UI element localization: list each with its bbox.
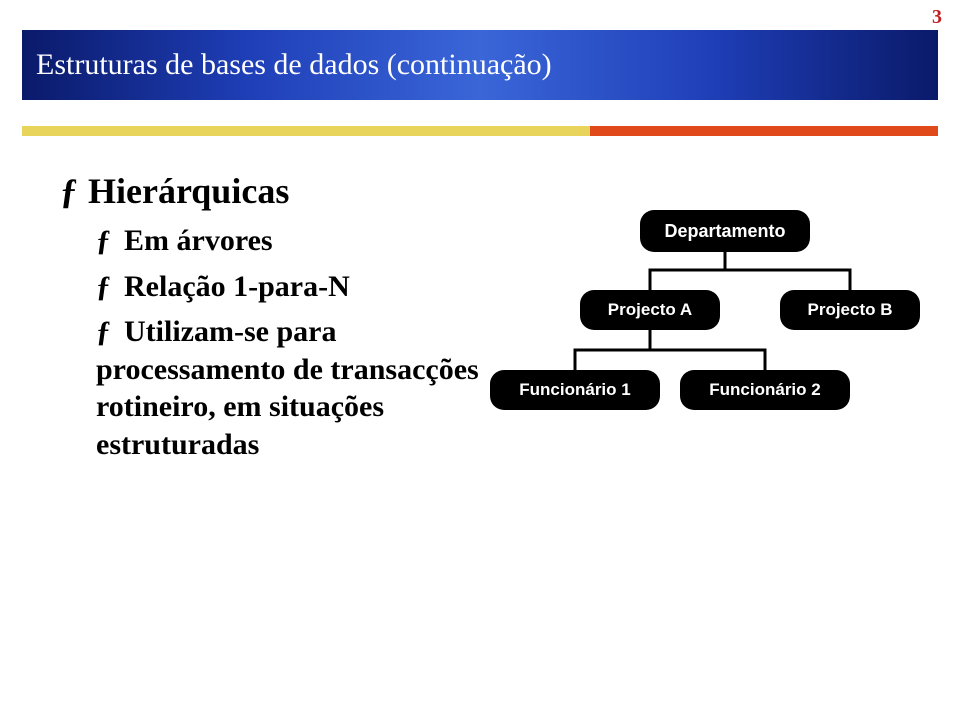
bullet-marker: ƒ: [96, 268, 124, 306]
bullet-level1: ƒHierárquicas: [60, 170, 480, 212]
bullet-level2-text: Utilizam-se para processamento de transa…: [96, 315, 479, 461]
diagram-connectors: [530, 210, 940, 490]
bullet-level2-text: Relação 1-para-N: [124, 270, 350, 303]
bullet-level2: ƒEm árvores: [96, 222, 480, 260]
page-number: 3: [932, 6, 942, 29]
tree-node-project-a: Projecto A: [580, 290, 720, 330]
bullet-level2: ƒRelação 1-para-N: [96, 268, 480, 306]
bullet-marker: ƒ: [96, 313, 124, 351]
bullet-marker: ƒ: [96, 222, 124, 260]
bullet-level1-text: Hierárquicas: [88, 171, 289, 211]
slide-title: Estruturas de bases de dados (continuaçã…: [36, 48, 552, 82]
bullet-marker: ƒ: [60, 170, 88, 212]
bullet-list: ƒHierárquicas ƒEm árvores ƒRelação 1-par…: [60, 170, 480, 471]
bullet-level2: ƒUtilizam-se para processamento de trans…: [96, 313, 480, 463]
title-bar: Estruturas de bases de dados (continuaçã…: [22, 30, 938, 100]
accent-right: [590, 126, 938, 136]
accent-left: [22, 126, 590, 136]
tree-node-func-2: Funcionário 2: [680, 370, 850, 410]
bullet-level2-text: Em árvores: [124, 224, 273, 257]
tree-node-project-b: Projecto B: [780, 290, 920, 330]
tree-node-func-1: Funcionário 1: [490, 370, 660, 410]
accent-bar: [22, 126, 938, 136]
hierarchy-diagram: Departamento Projecto A Projecto B Funci…: [530, 210, 940, 490]
tree-node-root: Departamento: [640, 210, 810, 252]
